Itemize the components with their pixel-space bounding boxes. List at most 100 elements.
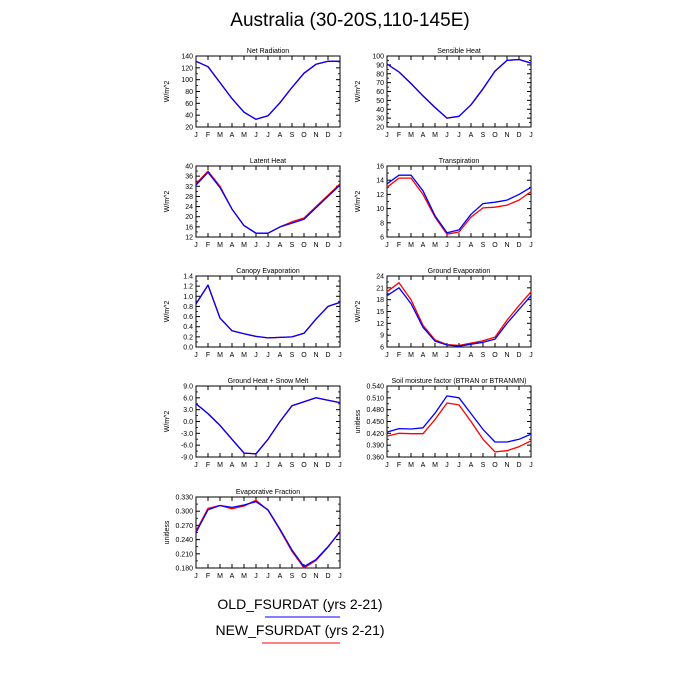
y-tick-label: 80: [376, 71, 384, 78]
legend-entry-old: OLD_FSURDAT (yrs 2-21): [217, 596, 383, 612]
panel-title: Soil moisture factor (BTRAN or BTRANMN): [392, 378, 527, 385]
y-tick-label: 0.330: [175, 495, 193, 502]
series-line-new: [386, 58, 532, 119]
series-line-new: [195, 397, 341, 455]
x-tick-label: S: [290, 462, 295, 469]
series-line-old: [386, 395, 532, 443]
x-tick-label: O: [301, 462, 307, 469]
x-tick-label: J: [338, 462, 342, 469]
series-line-new: [195, 170, 341, 234]
x-tick-label: J: [194, 132, 198, 139]
panel-title: Ground Heat + Snow Melt: [228, 378, 309, 385]
x-tick-label: M: [217, 242, 223, 249]
panel-ground-heat-snow-melt: Ground Heat + Snow Melt W/m^2 -9.0 -6.0 -3.0…: [164, 378, 342, 469]
y-tick-label: 0.8: [183, 304, 193, 311]
x-tick-label: D: [516, 462, 521, 469]
x-tick-label: S: [481, 242, 486, 249]
panel-title: Sensible Heat: [437, 48, 481, 55]
y-axis-label: W/m^2: [164, 301, 171, 323]
y-tick-label: 0.180: [175, 566, 193, 573]
panel-title: Transpiration: [439, 158, 480, 165]
x-tick-label: J: [445, 242, 449, 249]
y-tick-label: 12: [185, 235, 193, 242]
series-line-old: [386, 174, 532, 234]
x-tick-label: O: [492, 462, 498, 469]
x-tick-label: D: [516, 352, 521, 359]
panel-title: Evaporative Fraction: [236, 489, 300, 496]
y-tick-label: 0.0: [183, 345, 193, 352]
x-tick-label: N: [504, 462, 509, 469]
series-line-new: [386, 282, 532, 347]
x-tick-label: J: [529, 462, 533, 469]
x-tick-label: O: [301, 352, 307, 359]
x-tick-label: J: [194, 573, 198, 580]
x-tick-label: J: [445, 352, 449, 359]
y-tick-label: 16: [376, 164, 384, 171]
y-axis-label: W/m^2: [164, 411, 171, 433]
x-tick-label: J: [194, 462, 198, 469]
y-tick-label: 0.540: [366, 384, 384, 391]
x-tick-label: F: [206, 132, 210, 139]
x-tick-label: M: [432, 132, 438, 139]
x-tick-label: O: [301, 573, 307, 580]
x-tick-label: J: [445, 462, 449, 469]
x-tick-label: J: [338, 132, 342, 139]
x-tick-label: D: [325, 462, 330, 469]
figure-title: Australia (30-20S,110-145E): [230, 10, 470, 31]
y-tick-label: -9.0: [181, 455, 193, 462]
x-tick-label: M: [241, 242, 247, 249]
y-tick-label: 0.210: [175, 551, 193, 558]
x-tick-label: A: [421, 462, 426, 469]
x-tick-label: S: [290, 132, 295, 139]
x-tick-label: M: [217, 352, 223, 359]
y-tick-label: 0.390: [366, 443, 384, 450]
x-tick-label: A: [230, 132, 235, 139]
y-tick-label: 0.4: [183, 324, 193, 331]
x-tick-label: S: [481, 132, 486, 139]
x-tick-label: O: [492, 242, 498, 249]
x-tick-label: D: [325, 352, 330, 359]
y-tick-label: 15: [376, 309, 384, 316]
x-tick-label: N: [313, 352, 318, 359]
x-tick-label: F: [206, 242, 210, 249]
series-line-new: [195, 60, 340, 120]
x-tick-label: M: [408, 132, 414, 139]
y-tick-label: 6: [380, 345, 384, 352]
y-tick-label: 0.300: [175, 509, 193, 516]
x-tick-label: D: [516, 132, 521, 139]
x-tick-label: F: [206, 352, 210, 359]
x-tick-label: M: [241, 462, 247, 469]
x-tick-label: J: [445, 132, 449, 139]
x-tick-label: J: [457, 132, 461, 139]
y-tick-label: 1.4: [183, 274, 193, 281]
x-tick-label: J: [529, 242, 533, 249]
x-tick-label: J: [254, 462, 258, 469]
y-tick-label: 90: [376, 62, 384, 69]
x-tick-label: J: [266, 132, 270, 139]
y-axis-label: W/m^2: [164, 81, 171, 103]
y-tick-label: 0.480: [366, 407, 384, 414]
x-tick-label: N: [313, 573, 318, 580]
x-tick-label: D: [325, 132, 330, 139]
x-tick-label: M: [241, 573, 247, 580]
x-tick-label: J: [338, 242, 342, 249]
series-line-new: [386, 402, 532, 453]
x-tick-label: S: [481, 462, 486, 469]
x-tick-label: A: [469, 462, 474, 469]
y-tick-label: 0.2: [183, 334, 193, 341]
x-tick-label: O: [492, 132, 498, 139]
x-tick-label: O: [301, 242, 307, 249]
x-tick-label: F: [397, 242, 401, 249]
y-tick-label: 12: [376, 192, 384, 199]
x-tick-label: A: [469, 242, 474, 249]
y-tick-label: 60: [185, 101, 193, 108]
x-tick-label: J: [457, 462, 461, 469]
x-tick-label: A: [230, 352, 235, 359]
x-tick-label: A: [421, 352, 426, 359]
x-tick-label: A: [278, 573, 283, 580]
y-tick-label: 9: [380, 333, 384, 340]
y-tick-label: 0.270: [175, 523, 193, 530]
series-line-old: [195, 501, 341, 568]
x-tick-label: J: [266, 573, 270, 580]
panel-soil-moisture-factor-btran-or-btranmn-: Soil moisture factor (BTRAN or BTRANMN) u…: [355, 378, 533, 469]
